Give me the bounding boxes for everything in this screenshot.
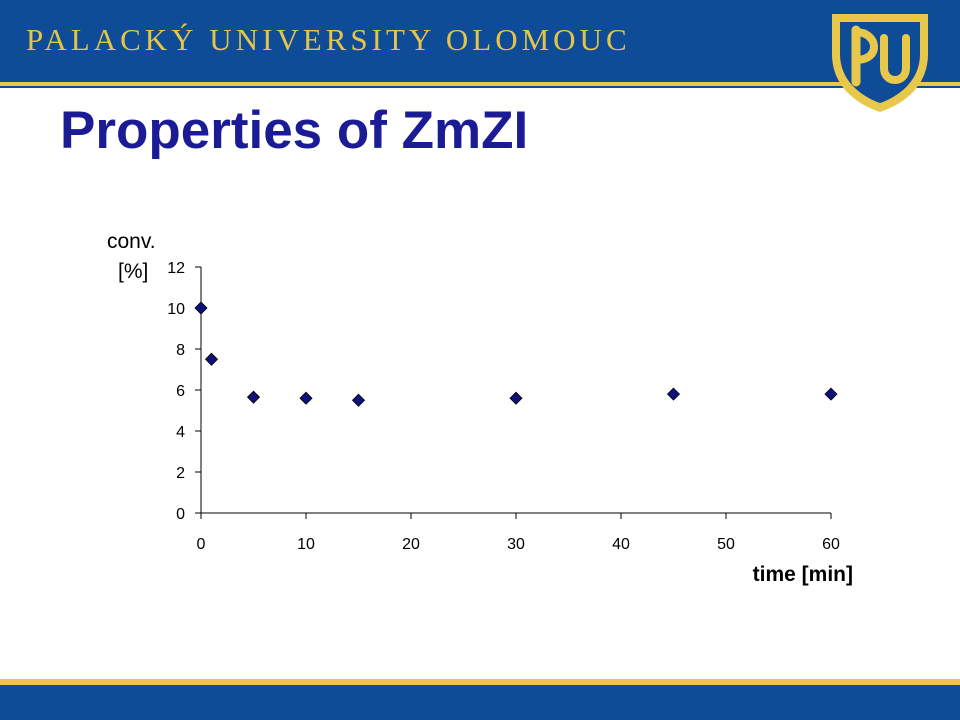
y-tick-label: 12 bbox=[167, 260, 185, 277]
y-axis-title-line2: [%] bbox=[118, 260, 148, 283]
chart-ticks: 0 2 4 6 8 10 12 0 10 20 30 40 50 60 bbox=[167, 260, 840, 553]
data-point bbox=[824, 387, 838, 401]
y-tick-label: 10 bbox=[167, 301, 185, 318]
y-tick-label: 2 bbox=[176, 465, 185, 482]
data-point bbox=[299, 391, 313, 405]
data-point bbox=[351, 393, 366, 407]
x-tick-label: 20 bbox=[402, 536, 420, 553]
y-tick-label: 4 bbox=[176, 424, 185, 441]
y-axis-title-line1: conv. bbox=[107, 230, 156, 253]
data-point bbox=[246, 390, 261, 404]
header-band bbox=[0, 0, 960, 88]
data-point bbox=[509, 391, 523, 405]
slide-title: Properties of ZmZI bbox=[60, 101, 529, 160]
y-tick-label: 0 bbox=[176, 506, 185, 523]
university-shield-logo-icon bbox=[832, 14, 928, 112]
data-point bbox=[194, 301, 208, 315]
footer-band bbox=[0, 685, 960, 720]
chart-axes bbox=[200, 267, 831, 514]
header-rule bbox=[0, 82, 960, 86]
y-tick-label: 8 bbox=[176, 342, 185, 359]
data-point bbox=[204, 352, 219, 366]
x-tick-label: 10 bbox=[297, 536, 315, 553]
x-axis-title: time [min] bbox=[753, 563, 853, 586]
x-tick-label: 50 bbox=[717, 536, 735, 553]
x-tick-label: 30 bbox=[507, 536, 525, 553]
x-tick-label: 60 bbox=[822, 536, 840, 553]
footer-rule bbox=[0, 679, 960, 685]
x-tick-label: 40 bbox=[612, 536, 630, 553]
university-name: PALACKÝ UNIVERSITY OLOMOUC bbox=[26, 22, 631, 57]
data-point bbox=[666, 387, 681, 401]
chart-points bbox=[194, 301, 838, 407]
x-tick-label: 0 bbox=[197, 536, 206, 553]
y-tick-label: 6 bbox=[176, 383, 185, 400]
